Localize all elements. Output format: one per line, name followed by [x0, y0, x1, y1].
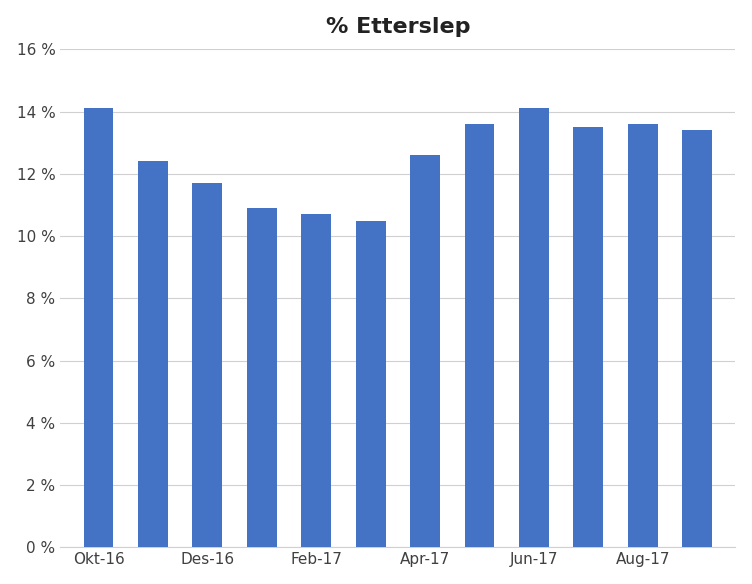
Bar [138, 161, 168, 547]
Bar [83, 109, 114, 547]
Bar [519, 109, 549, 547]
Bar [247, 208, 277, 547]
Bar [574, 127, 603, 547]
Bar [356, 221, 386, 547]
Title: % Etterslep: % Etterslep [326, 17, 470, 37]
Bar [682, 130, 712, 547]
Bar [410, 155, 440, 547]
Bar [193, 183, 223, 547]
Bar [302, 214, 331, 547]
Bar [628, 124, 658, 547]
Bar [465, 124, 495, 547]
